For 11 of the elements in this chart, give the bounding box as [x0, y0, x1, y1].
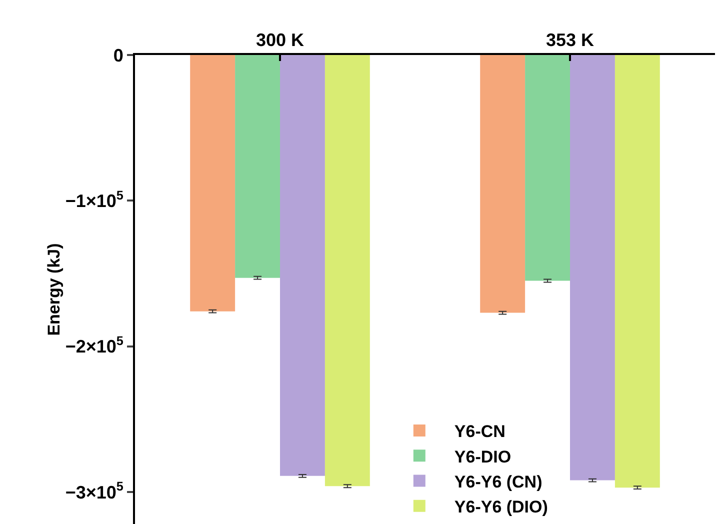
y-tick-label: 0 — [113, 45, 124, 66]
y-axis-title: Energy (kJ) — [44, 243, 64, 336]
x-tick-label: 353 K — [546, 30, 594, 50]
legend-label: Y6-CN — [454, 422, 506, 442]
y-tick-label: −3×10$^{5}$ — [65, 480, 124, 502]
legend-label: Y6-Y6 (CN) — [454, 472, 542, 492]
y-tick-label: −1×10$^{5}$ — [65, 188, 124, 211]
x-tick-label: 300 K — [256, 30, 304, 50]
legend-label: Y6-Y6 (DIO) — [454, 497, 548, 516]
legend-label: Y6-DIO — [454, 447, 512, 466]
y-tick-label: −2×10$^{5}$ — [65, 334, 124, 357]
